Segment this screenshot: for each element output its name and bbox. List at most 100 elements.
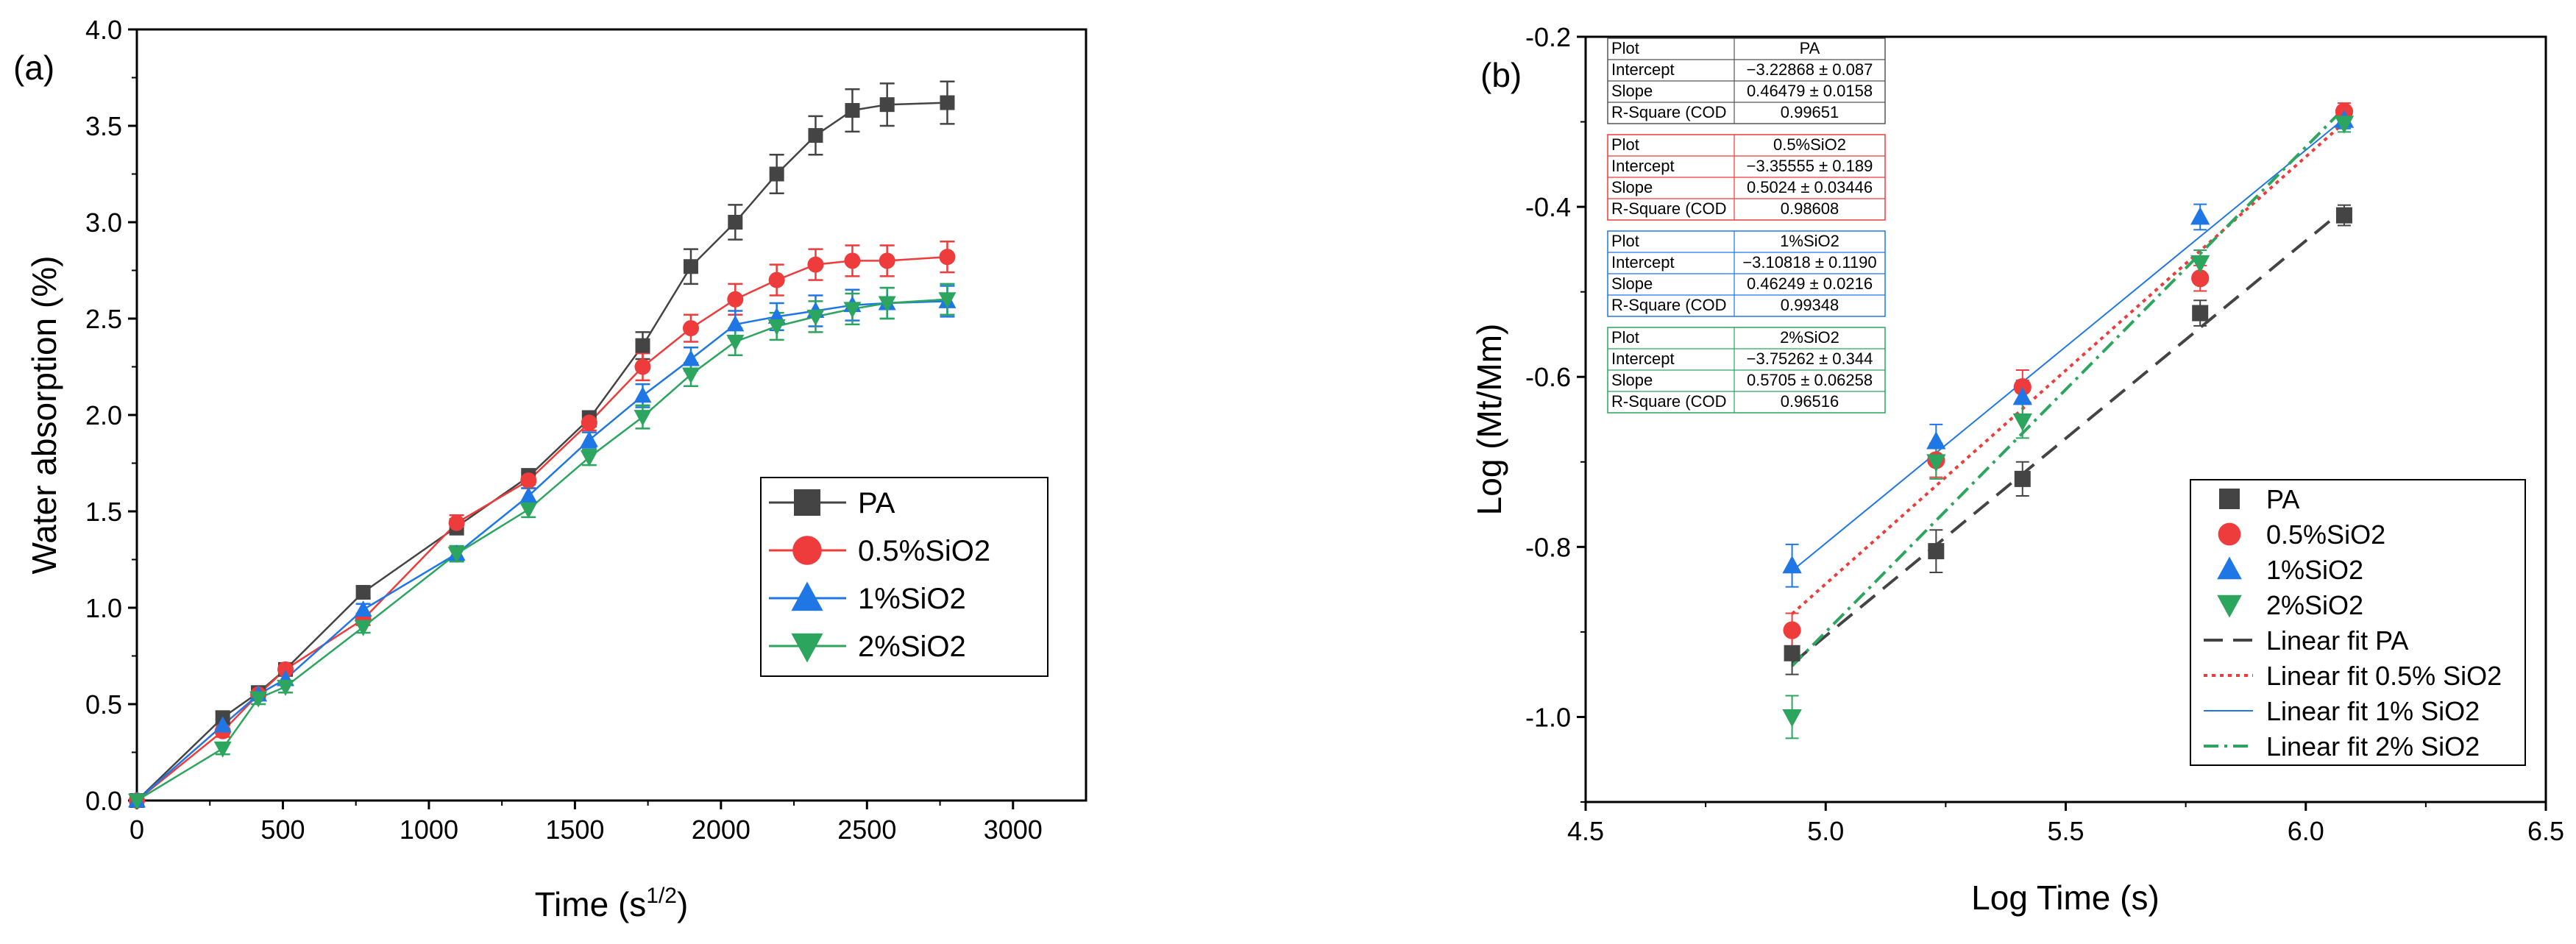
fit-table-value: 0.99348 [1781,296,1839,314]
fit-table-key: Intercept [1611,349,1675,368]
fit-line-0 [1791,207,2346,665]
data-point-3 [2334,116,2355,134]
data-point-1 [727,291,744,308]
data-point-2 [1782,556,1802,574]
data-point-1 [844,252,861,269]
data-point-1 [2013,377,2032,397]
data-point-0 [2335,207,2352,224]
data-point-0 [879,97,895,113]
data-point-0 [683,259,698,274]
data-point-1 [768,272,785,288]
y-tick-label: -0.8 [1525,532,1571,562]
fit-table-value: PA [1800,39,1820,57]
fit-line-2 [1791,118,2345,572]
data-point-3 [634,410,652,427]
legend-label-2: 1%SiO2 [2266,555,2363,585]
data-point-1 [807,256,824,273]
y-tick-label: 2.0 [85,400,122,430]
data-point-2 [2012,387,2032,405]
legend-fit-label-0: Linear fit PA [2266,625,2408,656]
data-point-3 [1926,454,1946,472]
y-tick-label: 3.5 [85,111,122,141]
y-tick-label: -1.0 [1525,702,1571,732]
legend-label-2: 1%SiO2 [858,583,966,615]
data-point-0 [728,215,743,230]
series-line-2 [136,300,948,801]
y-tick-label: 0.5 [85,689,122,720]
legend-marker-3 [2217,595,2242,618]
data-point-3 [843,302,862,319]
fit-table-key: R-Square (COD [1611,199,1726,218]
panel-a-label: (a) [13,49,54,87]
y-tick-label: -0.6 [1525,362,1571,392]
data-point-2 [634,386,652,403]
x-tick-label: 4.5 [1567,816,1604,846]
data-point-0 [2192,305,2209,322]
fit-line-3 [1791,107,2346,667]
fit-table-key: Slope [1611,178,1653,196]
panel-a-legend: PA 0.5%SiO2 1%SiO2 2%SiO2 [760,477,1049,677]
data-point-0 [1928,543,1945,560]
y-tick-label: 2.5 [85,304,122,334]
data-point-1 [520,472,537,489]
x-tick-label: 500 [260,815,305,845]
fit-table-value: −3.75262 ± 0.344 [1747,349,1873,368]
data-point-0 [635,338,650,353]
legend-label-3: 2%SiO2 [2266,590,2363,620]
x-tick-label: 6.0 [2288,816,2324,846]
data-point-0 [940,95,955,110]
fit-table-key: R-Square (COD [1611,103,1726,121]
panel-a-water-absorption-chart: (a) 0 500 1000 1500 2000 2500 3000 0.0 0.5 1.0 1.5… [13,15,1087,923]
x-tick-label: 1000 [400,815,458,845]
panel-a-markers [128,95,957,810]
x-tick-label: 0 [129,815,144,845]
data-point-0 [1784,645,1800,661]
data-point-1 [682,320,699,337]
data-point-0 [845,103,860,118]
data-point-0 [769,166,784,182]
x-tick-label: 2000 [692,815,751,845]
data-point-2 [519,486,538,503]
data-point-3 [580,450,598,467]
panel-a-series-lines [136,102,948,802]
y-tick-label: 0.0 [85,786,122,816]
data-point-1 [2191,269,2210,288]
y-tick-label: 1.0 [85,593,122,623]
panel-b-ticks: 4.5 5.0 5.5 6.0 6.5 -0.2 -0.4 -0.6 -0.8 -1.0 [1525,22,2564,846]
data-point-2 [726,315,745,332]
y-tick-label: 1.5 [85,497,122,527]
fit-table-key: R-Square (COD [1611,392,1726,411]
fit-table-value: 0.46249 ± 0.0216 [1747,274,1873,293]
fit-table-key: Slope [1611,371,1653,389]
fit-table-value: 0.98608 [1781,199,1839,218]
panel-b-fit-tables: Plot PA Intercept −3.22868 ± 0.087 Slope 0.46… [1607,38,1886,414]
data-point-2 [213,716,232,733]
fit-table-key: Intercept [1611,60,1675,79]
panel-b-markers [1782,102,2355,728]
data-point-1 [1783,621,1801,639]
fit-table-key: Plot [1611,328,1639,347]
fit-table-value: 1%SiO2 [1780,232,1839,250]
legend-label-0: PA [2266,484,2299,514]
legend-fit-label-2: Linear fit 1% SiO2 [2266,696,2480,726]
fit-table-key: Slope [1611,82,1653,100]
data-point-1 [277,661,294,678]
legend-marker-0 [2219,489,2240,509]
data-point-3 [447,547,466,564]
legend-marker-3 [791,633,823,663]
fit-table-value: 0.96516 [1781,392,1839,411]
data-point-3 [249,691,268,708]
legend-label-3: 2%SiO2 [858,631,966,663]
data-point-1 [581,414,597,431]
x-tick-label: 5.0 [1807,816,1844,846]
fit-table-key: Plot [1611,232,1639,250]
panel-b-fit-lines [1791,107,2346,667]
data-point-2 [354,600,372,617]
legend-marker-0 [794,489,820,516]
data-point-3 [681,367,700,384]
series-line-1 [136,255,948,801]
data-point-3 [2012,413,2032,432]
fit-table-value: 0.99651 [1781,103,1839,121]
fit-table-value: 0.5%SiO2 [1773,135,1846,154]
panel-b-legend-box [2190,479,2526,766]
